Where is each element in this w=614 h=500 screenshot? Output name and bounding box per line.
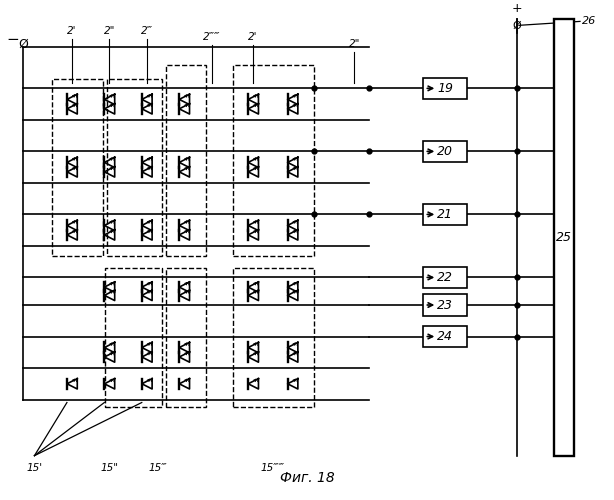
Polygon shape: [287, 230, 298, 240]
Polygon shape: [287, 220, 298, 230]
Polygon shape: [142, 104, 152, 114]
Polygon shape: [248, 282, 258, 292]
Polygon shape: [248, 290, 258, 300]
Polygon shape: [67, 220, 77, 230]
Polygon shape: [287, 166, 298, 177]
Polygon shape: [179, 378, 190, 389]
Polygon shape: [104, 157, 115, 168]
Polygon shape: [104, 352, 115, 362]
Text: 24: 24: [437, 330, 453, 343]
Text: 22: 22: [437, 271, 453, 284]
Polygon shape: [104, 230, 115, 240]
Polygon shape: [142, 166, 152, 177]
Bar: [424, 78, 467, 99]
Polygon shape: [248, 342, 258, 353]
Polygon shape: [287, 290, 298, 300]
Bar: [424, 326, 467, 347]
Polygon shape: [179, 290, 190, 300]
Polygon shape: [248, 104, 258, 114]
Polygon shape: [142, 342, 152, 353]
Text: Фиг. 18: Фиг. 18: [280, 471, 335, 485]
Polygon shape: [104, 342, 115, 353]
Polygon shape: [179, 282, 190, 292]
Polygon shape: [179, 157, 190, 168]
Text: 2': 2': [67, 26, 77, 36]
Polygon shape: [142, 157, 152, 168]
Text: 25: 25: [556, 231, 572, 244]
Polygon shape: [179, 166, 190, 177]
Bar: [107, 78, 163, 256]
Polygon shape: [179, 342, 190, 353]
Polygon shape: [179, 104, 190, 114]
Bar: [52, 78, 103, 256]
Polygon shape: [248, 220, 258, 230]
Polygon shape: [287, 282, 298, 292]
Polygon shape: [248, 166, 258, 177]
Text: 2‴‴: 2‴‴: [203, 32, 220, 42]
Polygon shape: [142, 378, 152, 389]
Text: 2': 2': [248, 32, 258, 42]
Polygon shape: [142, 352, 152, 362]
Bar: [424, 266, 467, 288]
Text: 15": 15": [100, 462, 119, 472]
Polygon shape: [104, 282, 115, 292]
Polygon shape: [142, 230, 152, 240]
Text: 23: 23: [437, 298, 453, 312]
Polygon shape: [142, 94, 152, 104]
Polygon shape: [287, 352, 298, 362]
Polygon shape: [248, 352, 258, 362]
Polygon shape: [104, 104, 115, 114]
Text: Ø: Ø: [18, 38, 28, 51]
Polygon shape: [179, 352, 190, 362]
Polygon shape: [142, 290, 152, 300]
Bar: [166, 64, 206, 256]
Text: −: −: [6, 32, 18, 46]
Polygon shape: [287, 342, 298, 353]
Text: 15‴‴: 15‴‴: [261, 462, 285, 472]
Polygon shape: [67, 230, 77, 240]
Text: 2‴: 2‴: [141, 26, 153, 36]
Text: 2": 2": [104, 26, 115, 36]
Polygon shape: [287, 104, 298, 114]
Text: 2": 2": [349, 39, 360, 49]
Polygon shape: [104, 94, 115, 104]
Polygon shape: [179, 94, 190, 104]
Polygon shape: [104, 220, 115, 230]
Bar: [233, 64, 314, 256]
Text: Ø: Ø: [513, 20, 521, 30]
Polygon shape: [248, 378, 258, 389]
Polygon shape: [67, 166, 77, 177]
Polygon shape: [67, 94, 77, 104]
Polygon shape: [67, 104, 77, 114]
Polygon shape: [248, 157, 258, 168]
Bar: [166, 268, 206, 408]
Bar: [424, 204, 467, 225]
Polygon shape: [287, 157, 298, 168]
Polygon shape: [104, 166, 115, 177]
Text: 19: 19: [437, 82, 453, 95]
Polygon shape: [287, 378, 298, 389]
Text: 21: 21: [437, 208, 453, 221]
Polygon shape: [104, 290, 115, 300]
Polygon shape: [104, 378, 115, 389]
Bar: [233, 268, 314, 408]
Text: 15‴: 15‴: [148, 462, 167, 472]
Polygon shape: [67, 157, 77, 168]
Polygon shape: [248, 230, 258, 240]
Text: 15': 15': [26, 462, 42, 472]
Text: +: +: [511, 2, 523, 15]
Bar: [554, 20, 574, 456]
Text: 26: 26: [582, 16, 596, 26]
Bar: [424, 140, 467, 162]
Text: 20: 20: [437, 145, 453, 158]
Polygon shape: [248, 94, 258, 104]
Polygon shape: [179, 230, 190, 240]
Bar: [106, 268, 163, 408]
Polygon shape: [67, 378, 77, 389]
Polygon shape: [287, 94, 298, 104]
Bar: [424, 294, 467, 316]
Polygon shape: [142, 282, 152, 292]
Polygon shape: [179, 220, 190, 230]
Polygon shape: [142, 220, 152, 230]
